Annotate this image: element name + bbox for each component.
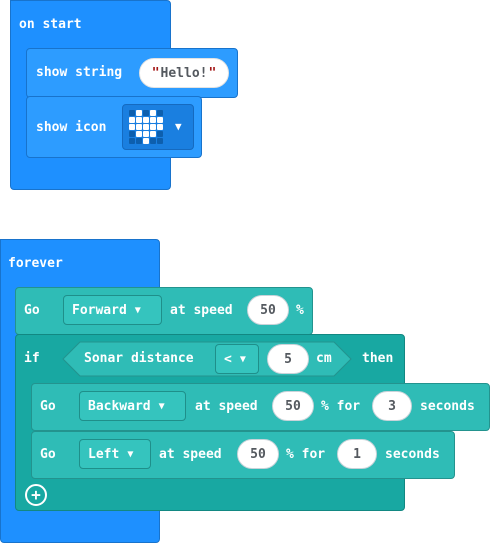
duration-value: 1	[353, 446, 361, 462]
speed-label: at speed	[195, 399, 258, 414]
if-label: if	[24, 351, 40, 366]
operator-dropdown[interactable]: < ▼	[215, 344, 259, 374]
duration-input-backward[interactable]: 3	[372, 391, 412, 421]
seconds-label: seconds	[385, 447, 440, 462]
seconds-label: seconds	[420, 399, 475, 414]
distance-value: 5	[284, 351, 292, 367]
add-else-button[interactable]: +	[25, 484, 47, 506]
then-label: then	[362, 351, 394, 366]
speed-label: at speed	[170, 303, 233, 318]
duration-input-left[interactable]: 1	[337, 439, 377, 469]
show-string-label: show string	[36, 65, 123, 80]
string-value: Hello!	[160, 65, 208, 81]
show-icon-label: show icon	[36, 120, 107, 135]
percent-for-label: % for	[286, 447, 326, 462]
string-input[interactable]: " Hello! "	[139, 58, 229, 88]
icon-dropdown[interactable]: ▼	[122, 104, 194, 150]
heart-icon	[129, 110, 163, 144]
speed-input-forward[interactable]: 50	[247, 295, 289, 325]
direction-dropdown-backward[interactable]: Backward ▼	[79, 391, 186, 421]
direction-value: Left	[88, 446, 120, 462]
percent-label: %	[296, 303, 304, 318]
direction-dropdown-forward[interactable]: Forward ▼	[63, 295, 162, 325]
chevron-down-icon: ▼	[127, 448, 134, 460]
sonar-distance-label: Sonar distance	[84, 351, 194, 366]
operator-value: <	[224, 351, 232, 367]
chevron-down-icon: ▼	[158, 400, 165, 412]
chevron-down-icon: ▼	[175, 120, 182, 133]
go-backward-label: Go	[40, 399, 56, 414]
open-quote-icon: "	[151, 65, 160, 81]
speed-input-backward[interactable]: 50	[272, 391, 314, 421]
go-left-label: Go	[40, 447, 56, 462]
speed-value: 50	[285, 398, 301, 414]
close-quote-icon: "	[208, 65, 217, 81]
forever-label: forever	[8, 256, 63, 271]
direction-value: Backward	[88, 398, 151, 414]
plus-icon: +	[31, 485, 41, 504]
speed-input-left[interactable]: 50	[237, 439, 279, 469]
direction-dropdown-left[interactable]: Left ▼	[79, 439, 151, 469]
chevron-down-icon: ▼	[239, 353, 246, 365]
go-forward-label: Go	[24, 303, 40, 318]
percent-for-label: % for	[321, 399, 361, 414]
chevron-down-icon: ▼	[134, 304, 141, 316]
speed-value: 50	[250, 446, 266, 462]
on-start-label: on start	[19, 17, 82, 32]
distance-input[interactable]: 5	[267, 344, 309, 374]
direction-value: Forward	[72, 302, 127, 318]
cm-label: cm	[316, 351, 332, 366]
duration-value: 3	[388, 398, 396, 414]
speed-label: at speed	[159, 447, 222, 462]
speed-value: 50	[260, 302, 276, 318]
